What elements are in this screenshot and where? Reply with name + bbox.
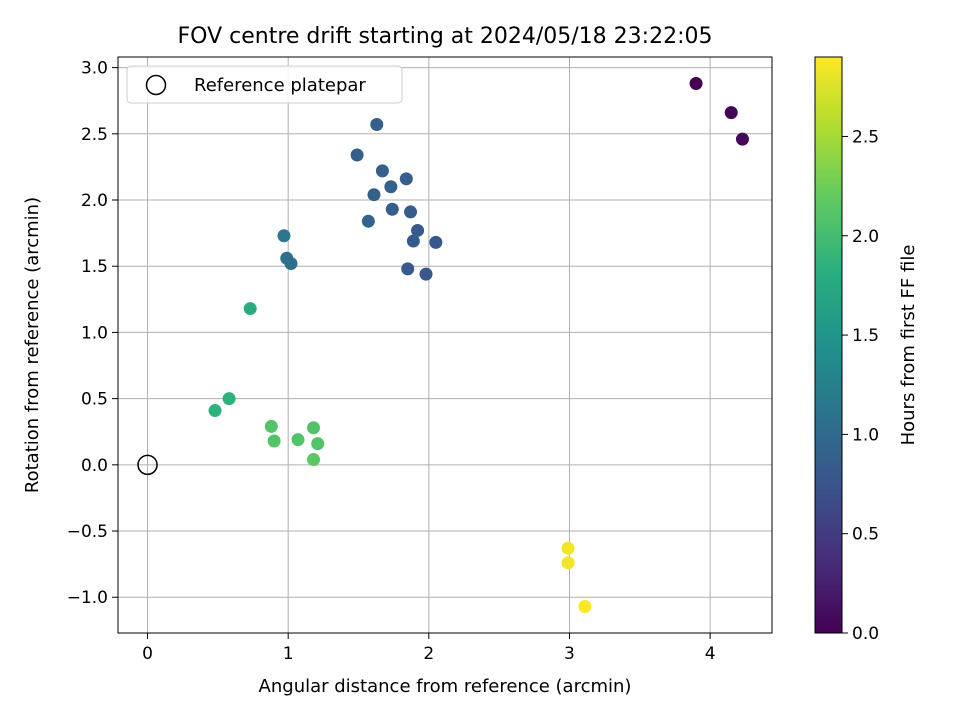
data-point bbox=[243, 302, 257, 316]
colorbar-tick-label: 1.0 bbox=[852, 425, 879, 445]
y-tick-label: 0.0 bbox=[81, 456, 108, 476]
legend-box bbox=[126, 65, 403, 104]
data-point bbox=[404, 205, 418, 219]
data-point bbox=[429, 235, 443, 249]
x-tick-label: 2 bbox=[423, 644, 434, 664]
data-point bbox=[406, 234, 420, 248]
legend-marker-open-circle bbox=[145, 74, 167, 96]
colorbar-label: Hours from first FF file bbox=[898, 245, 919, 446]
data-point bbox=[306, 453, 320, 467]
data-point bbox=[375, 164, 389, 178]
data-point bbox=[419, 267, 433, 281]
data-point bbox=[350, 148, 364, 162]
data-point bbox=[370, 118, 384, 132]
data-point bbox=[401, 262, 415, 276]
x-axis-ticks: 0 1 2 3 4 bbox=[142, 633, 716, 664]
data-point bbox=[367, 188, 381, 202]
data-point bbox=[361, 214, 375, 228]
data-point bbox=[399, 172, 413, 186]
grid-lines bbox=[118, 57, 772, 633]
data-point bbox=[222, 392, 236, 406]
y-tick-label: 2.5 bbox=[81, 125, 108, 145]
data-point bbox=[384, 180, 398, 194]
data-point bbox=[306, 421, 320, 435]
reference-point bbox=[137, 454, 158, 476]
y-axis-ticks: −1.0 −0.5 0.0 0.5 1.0 1.5 2.0 2.5 3.0 bbox=[67, 59, 118, 608]
x-tick-label: 3 bbox=[564, 644, 575, 664]
data-point bbox=[724, 106, 738, 120]
colorbar-tick-label: 2.5 bbox=[852, 127, 879, 147]
colorbar-tick-label: 0.0 bbox=[852, 624, 879, 644]
data-point bbox=[689, 76, 703, 90]
x-tick-label: 4 bbox=[705, 644, 716, 664]
data-point bbox=[578, 600, 592, 614]
colorbar-tick-label: 0.5 bbox=[852, 525, 879, 545]
data-point bbox=[264, 419, 278, 433]
y-axis-label: Rotation from reference (arcmin) bbox=[22, 197, 43, 493]
y-tick-label: 1.5 bbox=[81, 257, 108, 277]
data-point bbox=[277, 229, 291, 243]
data-point bbox=[311, 437, 325, 451]
x-tick-label: 1 bbox=[283, 644, 294, 664]
data-point bbox=[267, 434, 281, 448]
y-tick-label: −1.0 bbox=[67, 588, 108, 608]
x-axis-label: Angular distance from reference (arcmin) bbox=[259, 676, 632, 697]
reference-platepar-marker bbox=[137, 454, 158, 476]
y-tick-label: 0.5 bbox=[81, 390, 108, 410]
y-tick-label: 2.0 bbox=[81, 191, 108, 211]
data-point bbox=[208, 404, 222, 418]
data-point bbox=[385, 202, 399, 216]
colorbar-gradient bbox=[814, 56, 843, 634]
colorbar-tick-label: 2.0 bbox=[852, 227, 879, 247]
y-tick-label: 1.0 bbox=[81, 323, 108, 343]
data-point bbox=[411, 223, 425, 237]
data-point bbox=[561, 541, 575, 555]
data-point bbox=[735, 132, 749, 146]
data-point bbox=[284, 257, 298, 271]
data-points bbox=[208, 76, 749, 614]
plot-frame bbox=[117, 56, 773, 634]
legend-entry-reference-platepar: Reference platepar bbox=[194, 75, 366, 96]
legend: Reference platepar bbox=[126, 65, 403, 104]
y-tick-label: −0.5 bbox=[67, 522, 108, 542]
colorbar-tick-label: 1.5 bbox=[852, 326, 879, 346]
data-point bbox=[561, 556, 575, 570]
y-tick-label: 3.0 bbox=[81, 59, 108, 79]
x-tick-label: 0 bbox=[142, 644, 153, 664]
colorbar-ticks: 0.0 0.5 1.0 1.5 2.0 2.5 bbox=[842, 127, 879, 644]
chart-title: FOV centre drift starting at 2024/05/18 … bbox=[178, 24, 713, 49]
data-point bbox=[291, 433, 305, 447]
colorbar: 0.0 0.5 1.0 1.5 2.0 2.5 Hours from first FF f… bbox=[814, 56, 919, 644]
